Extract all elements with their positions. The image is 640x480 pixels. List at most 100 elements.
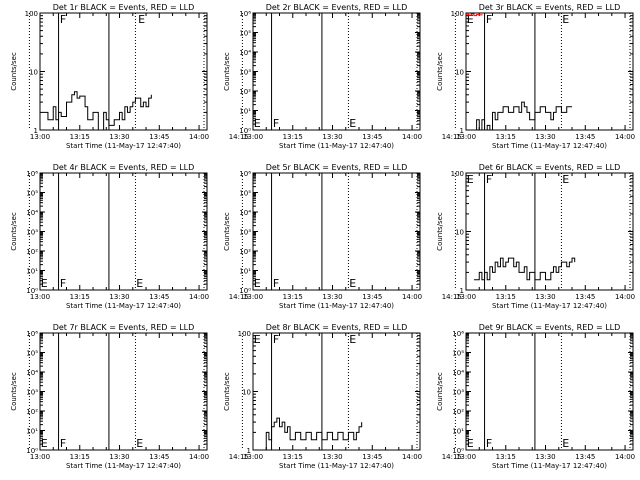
y-tick-label: 10² [239,248,251,256]
y-tick-label: 10⁵ [26,350,38,358]
flag-marker: F [273,117,279,130]
y-tick-label: 10⁵ [239,190,251,198]
x-tick-label: 13:45 [362,133,382,141]
x-tick-label: 13:15 [283,453,303,461]
x-tick-label: 14:00 [189,293,209,301]
y-tick-label: 1 [247,447,251,455]
x-tick-label: 13:30 [109,293,129,301]
x-tick-label: 14:15 [229,453,249,461]
flag-marker: E [136,277,143,290]
y-tick-label: 10⁰ [239,287,251,295]
x-tick-label: 13:30 [109,453,129,461]
y-tick-label: 100 [238,330,251,338]
x-axis-label: Start Time (11-May-17 12:47:40) [279,302,394,310]
x-tick-label: 13:45 [149,293,169,301]
x-tick-label: 14:00 [615,453,635,461]
flag-marker: E [349,333,356,346]
detector-panel: Det 2r BLACK = Events, RED = LLD Counts/s… [223,3,462,150]
x-axis-label: Start Time (11-May-17 12:47:40) [492,462,607,470]
y-tick-label: 10² [26,408,38,416]
x-tick-label: 13:30 [322,133,342,141]
detector-panel: Det 3r BLACK = Events, RED = LLD Counts/s… [436,3,635,150]
x-tick-label: 14:00 [402,453,422,461]
plot-frame [465,172,634,291]
x-tick-label: 13:00 [30,453,50,461]
x-tick-label: 13:15 [70,453,90,461]
y-tick-label: 10³ [239,229,251,237]
flag-marker: E [254,333,261,346]
x-tick-label: 14:15 [442,453,462,461]
plot-frame [252,172,421,291]
series-line [260,417,363,451]
flag-marker: F [273,333,279,346]
y-tick-label: 10¹ [26,428,38,436]
y-tick-label: 10⁰ [239,127,251,135]
panel-title: Det 1r BLACK = Events, RED = LLD [53,3,195,12]
plot-frame [39,12,208,131]
y-tick-label: 10 [242,389,251,397]
x-tick-label: 13:30 [109,133,129,141]
x-tick-label: 14:00 [402,293,422,301]
y-tick-label: 10⁶ [26,330,38,338]
y-tick-label: 10³ [26,229,38,237]
y-tick-label: 10² [452,408,464,416]
panel-title: Det 3r BLACK = Events, RED = LLD [479,3,621,12]
y-axis-label: Counts/sec [223,372,231,411]
flag-marker: F [60,437,66,450]
x-tick-label: 13:00 [243,453,263,461]
x-tick-label: 13:30 [535,133,555,141]
y-tick-label: 10 [455,69,464,77]
detector-panel: Det 4r BLACK = Events, RED = LLD Counts/s… [10,163,249,310]
y-axis-label: Counts/sec [223,52,231,91]
x-tick-label: 13:45 [575,453,595,461]
y-axis-label: Counts/sec [10,212,18,251]
panel-title: Det 8r BLACK = Events, RED = LLD [266,323,408,332]
x-tick-label: 13:15 [496,293,516,301]
y-tick-label: 10³ [239,69,251,77]
y-tick-label: 10¹ [239,108,251,116]
x-axis-label: Start Time (11-May-17 12:47:40) [66,302,181,310]
detector-panel: Det 6r BLACK = Events, RED = LLD Counts/s… [436,163,635,310]
y-tick-label: 100 [451,170,464,178]
y-tick-label: 10⁰ [452,447,464,455]
y-axis-label: Counts/sec [436,52,444,91]
y-axis-label: Counts/sec [436,212,444,251]
flag-marker: E [41,277,48,290]
x-axis-label: Start Time (11-May-17 12:47:40) [279,142,394,150]
y-tick-label: 10² [239,88,251,96]
y-tick-label: 10⁶ [239,170,251,178]
x-tick-label: 13:15 [70,133,90,141]
detector-panel: Det 8r BLACK = Events, RED = LLD Counts/s… [223,323,462,470]
flag-marker: E [562,13,569,26]
x-tick-label: 13:15 [70,293,90,301]
x-tick-label: 13:45 [362,453,382,461]
flag-marker: E [349,117,356,130]
x-axis-label: Start Time (11-May-17 12:47:40) [66,462,181,470]
flag-marker: E [136,437,143,450]
x-tick-label: 13:15 [283,133,303,141]
y-tick-label: 10 [455,229,464,237]
x-tick-label: 13:15 [496,133,516,141]
y-tick-label: 10³ [452,389,464,397]
plot-frame [39,332,208,451]
y-tick-label: 10⁵ [26,190,38,198]
panel-title: Det 2r BLACK = Events, RED = LLD [266,3,408,12]
y-tick-label: 10⁴ [452,369,464,377]
x-tick-label: 14:00 [189,133,209,141]
plot-frame [465,332,634,451]
y-tick-label: 100 [451,10,464,18]
y-tick-label: 1 [460,127,464,135]
x-tick-label: 13:45 [575,293,595,301]
y-tick-label: 10³ [26,389,38,397]
series-line [473,101,573,131]
x-tick-label: 13:00 [30,293,50,301]
y-tick-label: 10¹ [239,268,251,276]
x-axis-label: Start Time (11-May-17 12:47:40) [66,142,181,150]
flag-marker: F [60,277,66,290]
x-axis-label: Start Time (11-May-17 12:47:40) [279,462,394,470]
x-axis-label: Start Time (11-May-17 12:47:40) [492,142,607,150]
detector-panel: Det 9r BLACK = Events, RED = LLD Counts/s… [436,323,635,470]
x-tick-label: 14:00 [615,293,635,301]
y-tick-label: 10¹ [452,428,464,436]
